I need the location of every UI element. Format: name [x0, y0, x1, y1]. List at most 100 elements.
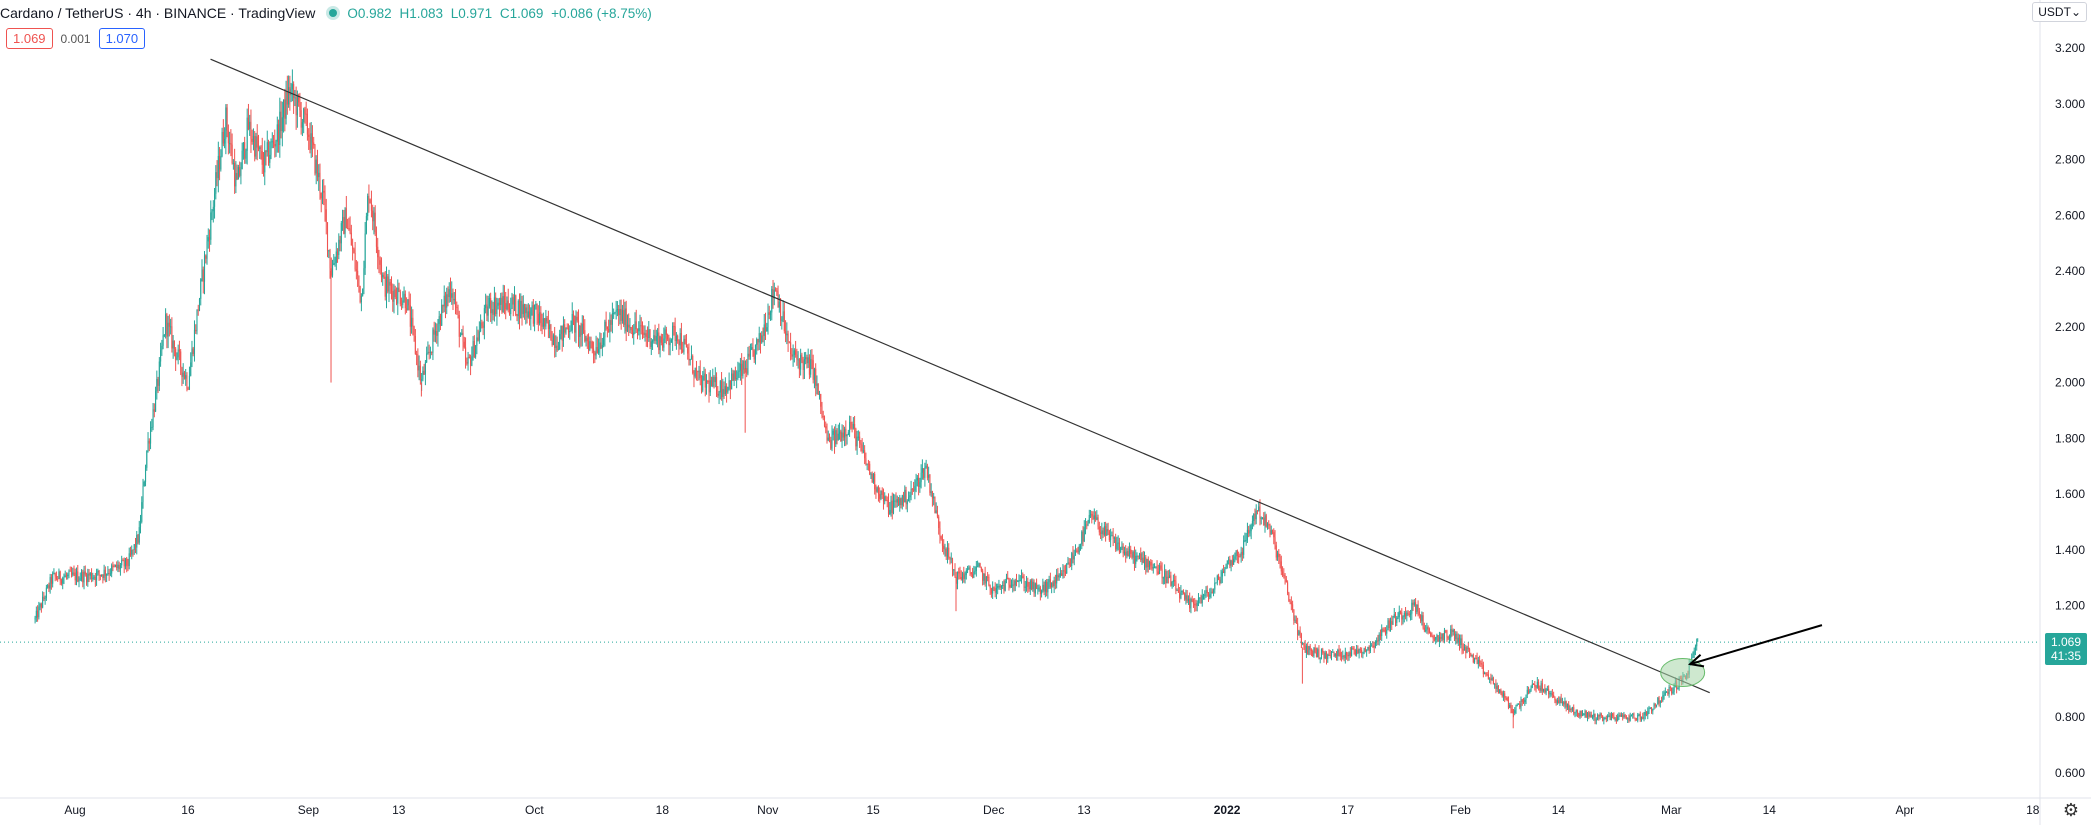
candle-body: [203, 255, 206, 282]
candle-body: [378, 257, 380, 261]
candle-body: [534, 304, 536, 324]
candle-body: [836, 430, 838, 441]
candle-body: [934, 496, 936, 513]
candle-body: [1043, 584, 1045, 592]
candle-body: [965, 570, 967, 576]
candle-body: [510, 308, 512, 315]
candle-body: [1112, 535, 1114, 539]
candle-body: [1177, 590, 1179, 593]
ohlc-high: H1.083: [399, 5, 444, 21]
candle-body: [1457, 637, 1459, 643]
candle-body: [648, 329, 650, 338]
settings-gear-icon[interactable]: ⚙: [2062, 800, 2079, 820]
candle-body: [1476, 657, 1478, 664]
candle-body: [331, 264, 334, 276]
candle-body: [1357, 649, 1359, 654]
candle-body: [497, 302, 499, 306]
candle-body: [983, 573, 985, 581]
candle-body: [1079, 544, 1082, 546]
candle-body: [85, 574, 88, 583]
candle-body: [1352, 647, 1354, 650]
candle-body: [721, 381, 723, 397]
candle-body: [1663, 695, 1665, 697]
candle-body: [259, 147, 261, 149]
candle-body: [216, 172, 218, 179]
candle-body: [1309, 646, 1311, 650]
candle-body: [118, 564, 120, 570]
candle-body: [1570, 708, 1572, 710]
symbol-title[interactable]: Cardano / TetherUS · 4h · BINANCE · Trad…: [0, 5, 316, 21]
candle-body: [522, 304, 524, 315]
candle-body: [1172, 579, 1174, 582]
candle-body: [512, 297, 514, 305]
candle-body: [527, 311, 529, 318]
x-tick-label: 13: [392, 803, 406, 817]
candle-body: [508, 309, 511, 315]
sell-button[interactable]: 1.069: [6, 28, 53, 49]
candle-body: [1182, 590, 1184, 594]
candle-body: [1027, 581, 1029, 587]
candle-body: [821, 406, 823, 417]
candle-body: [1132, 551, 1134, 558]
candle-body: [892, 500, 895, 513]
y-tick-label: 1.200: [2055, 599, 2085, 613]
candle-body: [1032, 581, 1034, 590]
candle-body: [713, 377, 715, 383]
candle-body: [1441, 633, 1443, 639]
candle-body: [1637, 714, 1639, 721]
candle-body: [1563, 702, 1565, 705]
candle-body: [493, 297, 495, 315]
candle-body: [832, 430, 834, 435]
candle-body: [876, 487, 878, 492]
x-tick-label: Dec: [983, 803, 1004, 817]
candle-body: [109, 573, 111, 575]
candle-body: [1192, 601, 1195, 604]
candle-body: [935, 510, 937, 513]
candle-body: [593, 348, 595, 353]
candle-body: [1154, 566, 1156, 568]
candle-body: [520, 300, 522, 319]
candle-body: [191, 348, 193, 363]
candle-body: [732, 373, 734, 381]
candle-body: [1115, 537, 1117, 550]
candle-body: [1069, 564, 1072, 567]
candle-body: [432, 329, 434, 353]
candle-body: [816, 383, 818, 386]
candle-body: [1549, 693, 1551, 695]
candle-body: [1648, 708, 1650, 712]
candle-body: [1147, 559, 1149, 568]
candle-body: [502, 296, 504, 312]
candle-body: [208, 237, 211, 240]
candle-body: [763, 324, 765, 336]
candle-body: [638, 328, 640, 332]
candle-body: [880, 490, 882, 499]
currency-button[interactable]: USDT⌄: [2032, 2, 2087, 22]
candle-body: [687, 347, 689, 354]
candle-body: [1677, 687, 1679, 689]
candle-body: [1619, 715, 1621, 717]
candle-body: [1647, 711, 1649, 716]
x-tick-label: 14: [1763, 803, 1777, 817]
candle-body: [365, 216, 367, 234]
candle-body: [82, 571, 84, 583]
candle-body: [1167, 576, 1169, 578]
candle-body: [768, 312, 770, 315]
candle-body: [906, 501, 908, 505]
candle-body: [1529, 690, 1531, 693]
candle-body: [1359, 649, 1361, 651]
candle-body: [308, 134, 310, 137]
candle-body: [68, 570, 70, 575]
candle-body: [134, 544, 137, 548]
candle-body: [675, 335, 677, 342]
candle-body: [737, 371, 739, 379]
candle-body: [1501, 691, 1503, 697]
candle-body: [329, 250, 331, 269]
candle-body: [1110, 535, 1112, 541]
candle-body: [1442, 633, 1444, 640]
candle-body: [1294, 619, 1296, 621]
candle-body: [428, 351, 430, 353]
candle-body: [1342, 655, 1344, 657]
buy-button[interactable]: 1.070: [98, 28, 146, 49]
candle-body: [151, 426, 153, 428]
